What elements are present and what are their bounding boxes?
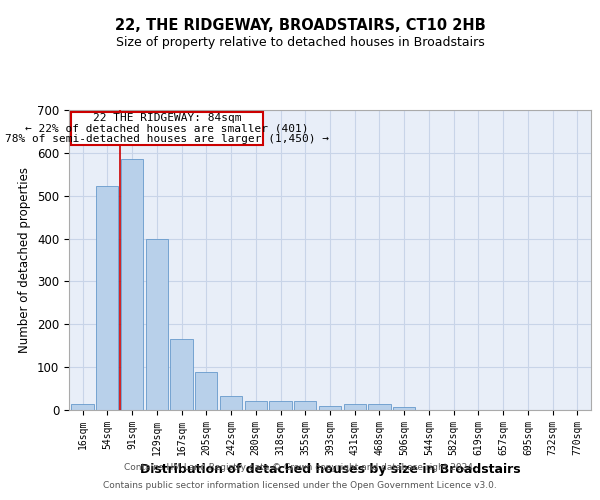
- Text: 22, THE RIDGEWAY, BROADSTAIRS, CT10 2HB: 22, THE RIDGEWAY, BROADSTAIRS, CT10 2HB: [115, 18, 485, 32]
- Y-axis label: Number of detached properties: Number of detached properties: [19, 167, 31, 353]
- Text: Size of property relative to detached houses in Broadstairs: Size of property relative to detached ho…: [116, 36, 484, 49]
- Bar: [294, 402, 316, 410]
- Bar: [220, 396, 242, 410]
- Bar: [368, 404, 391, 410]
- Bar: [121, 160, 143, 410]
- Text: Contains HM Land Registry data © Crown copyright and database right 2024.: Contains HM Land Registry data © Crown c…: [124, 464, 476, 472]
- Text: 78% of semi-detached houses are larger (1,450) →: 78% of semi-detached houses are larger (…: [5, 134, 329, 144]
- Bar: [344, 404, 366, 410]
- FancyBboxPatch shape: [71, 112, 263, 145]
- Text: Contains public sector information licensed under the Open Government Licence v3: Contains public sector information licen…: [103, 481, 497, 490]
- X-axis label: Distribution of detached houses by size in Broadstairs: Distribution of detached houses by size …: [140, 464, 520, 476]
- Bar: [170, 340, 193, 410]
- Bar: [245, 402, 267, 410]
- Bar: [195, 372, 217, 410]
- Bar: [96, 186, 118, 410]
- Bar: [71, 404, 94, 410]
- Bar: [269, 400, 292, 410]
- Text: ← 22% of detached houses are smaller (401): ← 22% of detached houses are smaller (40…: [25, 124, 309, 134]
- Bar: [146, 238, 168, 410]
- Text: 22 THE RIDGEWAY: 84sqm: 22 THE RIDGEWAY: 84sqm: [93, 114, 241, 124]
- Bar: [393, 408, 415, 410]
- Bar: [319, 406, 341, 410]
